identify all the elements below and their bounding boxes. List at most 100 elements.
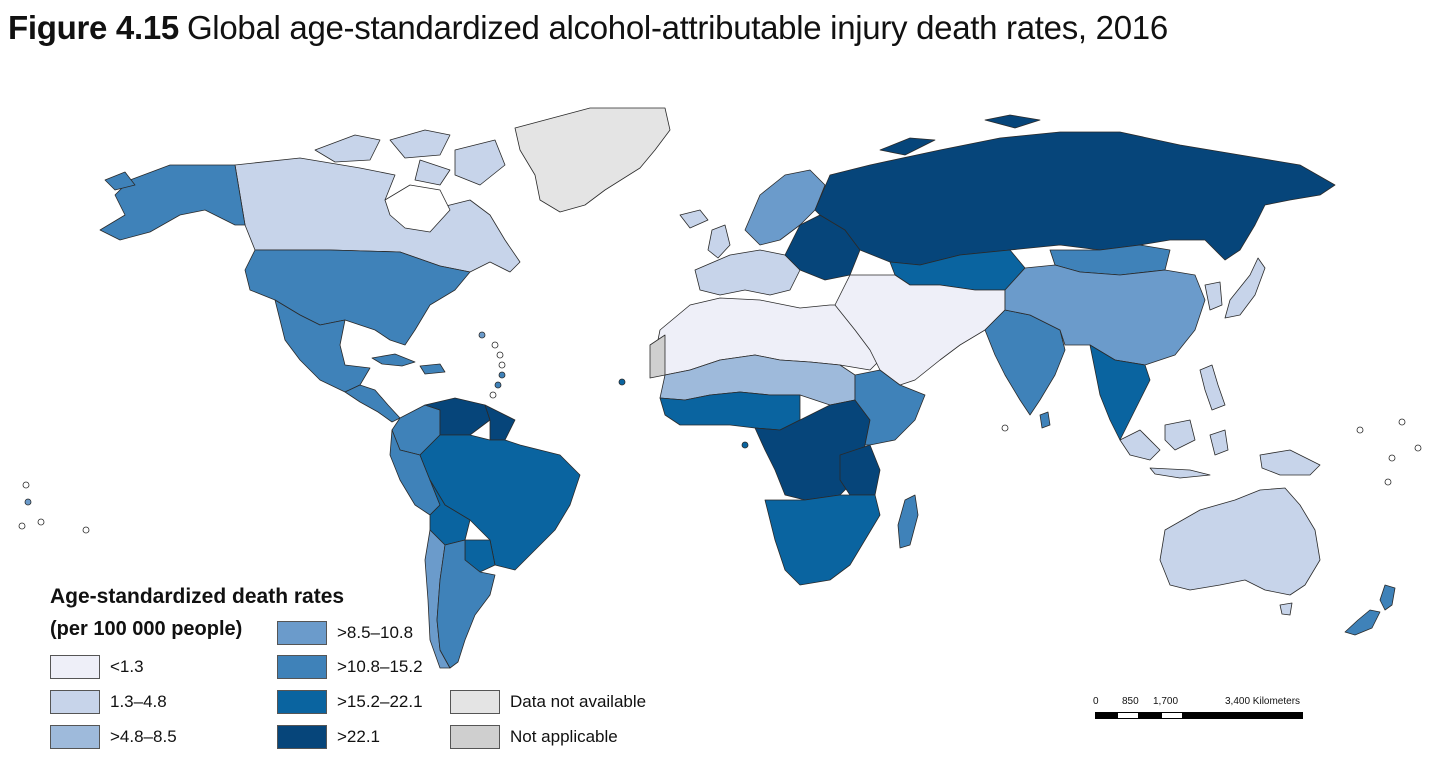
region-philippines	[1199, 364, 1226, 411]
figure-title-text: Global age-standardized alcohol-attribut…	[186, 9, 1168, 46]
legend-label: Not applicable	[510, 727, 618, 746]
legend-swatch	[450, 725, 500, 749]
scale-segment	[1161, 712, 1183, 719]
region-tasmania	[1279, 602, 1293, 616]
region-canada-arctic-4	[414, 159, 451, 186]
island-marker-15	[1398, 418, 1406, 426]
legend-title: Age-standardized death rates	[50, 585, 345, 608]
legend-item: >10.8–15.2	[277, 654, 423, 680]
scale-segment	[1183, 712, 1303, 719]
region-russia-islands-2	[984, 114, 1041, 129]
legend-subtitle: (per 100 000 people)	[50, 618, 243, 640]
region-alaska-islands	[104, 171, 136, 191]
island-marker-16	[1356, 426, 1364, 434]
region-middle-east	[834, 274, 1006, 386]
region-southern-africa	[764, 494, 881, 586]
legend-swatch	[50, 690, 100, 714]
region-central-america	[344, 384, 401, 423]
figure-title: Figure 4.15 Global age-standardized alcoh…	[8, 8, 1168, 48]
legend-swatch	[277, 725, 327, 749]
region-greenland	[514, 107, 671, 213]
legend-item: Data not available	[450, 689, 646, 715]
region-hispaniola	[419, 363, 446, 375]
region-new-zealand	[1379, 584, 1396, 611]
legend-item: >8.5–10.8	[277, 620, 413, 646]
island-marker-4	[498, 361, 506, 369]
region-new-zealand-south	[1344, 609, 1381, 636]
region-australia	[1159, 487, 1321, 596]
region-canada-arctic-3	[454, 139, 506, 186]
region-mexico	[274, 299, 371, 393]
legend-label: >10.8–15.2	[337, 657, 423, 676]
region-alaska	[99, 164, 246, 241]
legend-item: >4.8–8.5	[50, 724, 177, 750]
legend-item: >22.1	[277, 724, 380, 750]
legend-label: 1.3–4.8	[110, 692, 167, 711]
scale-tick-0: 0	[1093, 696, 1099, 707]
region-china	[1004, 264, 1206, 366]
island-marker-11	[24, 498, 32, 506]
scale-segment	[1117, 712, 1139, 719]
region-venezuela	[424, 397, 491, 436]
island-marker-19	[1384, 478, 1392, 486]
legend-item: >15.2–22.1	[277, 689, 423, 715]
region-indonesia-3	[1149, 467, 1211, 479]
legend-swatch	[277, 655, 327, 679]
region-japan	[1224, 257, 1266, 319]
legend-swatch	[277, 621, 327, 645]
island-marker-18	[1414, 444, 1422, 452]
region-guianas	[484, 404, 516, 441]
hudson-bay	[384, 184, 451, 233]
island-marker-8	[618, 378, 626, 386]
region-sri-lanka	[1039, 411, 1051, 429]
region-russia-islands-1	[879, 137, 936, 156]
region-usa	[244, 249, 471, 346]
legend-label: <1.3	[110, 657, 144, 676]
legend-item: Not applicable	[450, 724, 618, 750]
island-marker-9	[741, 441, 749, 449]
region-uk	[707, 224, 731, 259]
island-marker-17	[1388, 454, 1396, 462]
island-marker-6	[494, 381, 502, 389]
scale-tick-1700: 1,700	[1153, 696, 1179, 707]
legend-swatch	[50, 655, 100, 679]
legend-label: Data not available	[510, 692, 647, 711]
region-southeast-asia	[1089, 344, 1151, 441]
legend-label: >22.1	[337, 727, 381, 746]
region-madagascar	[897, 494, 919, 549]
region-western-europe	[694, 249, 801, 296]
region-indonesia-2	[1164, 419, 1196, 451]
island-marker-12	[18, 522, 26, 530]
scale-tick-850: 850	[1122, 696, 1139, 707]
legend-swatch	[450, 690, 500, 714]
scale-bar: 0 850 1,700 3,400 Kilometers	[1090, 696, 1310, 726]
legend-item: <1.3	[50, 654, 144, 680]
legend-swatch	[277, 690, 327, 714]
island-marker-13	[37, 518, 45, 526]
legend-label: >8.5–10.8	[337, 623, 414, 642]
legend-label: >4.8–8.5	[110, 727, 177, 746]
region-indonesia-4	[1209, 429, 1229, 456]
scale-segment	[1095, 712, 1117, 719]
legend-label: >15.2–22.1	[337, 692, 423, 711]
region-western-sahara	[649, 334, 666, 379]
region-indonesia-1	[1119, 429, 1161, 461]
island-marker-7	[489, 391, 497, 399]
island-marker-5	[498, 371, 506, 379]
region-new-guinea	[1259, 449, 1321, 476]
island-marker-20	[1001, 424, 1009, 432]
region-canada-arctic-2	[389, 129, 451, 159]
region-cuba	[371, 353, 416, 367]
region-canada-arctic-1	[314, 134, 381, 163]
island-marker-10	[22, 481, 30, 489]
island-marker-3	[496, 351, 504, 359]
scale-tick-3400: 3,400 Kilometers	[1225, 696, 1301, 707]
region-iceland	[679, 209, 709, 229]
scale-segment	[1139, 712, 1161, 719]
island-marker-1	[478, 331, 486, 339]
region-korea	[1204, 281, 1223, 311]
legend-swatch	[50, 725, 100, 749]
region-argentina	[436, 539, 496, 669]
legend-item: 1.3–4.8	[50, 689, 167, 715]
